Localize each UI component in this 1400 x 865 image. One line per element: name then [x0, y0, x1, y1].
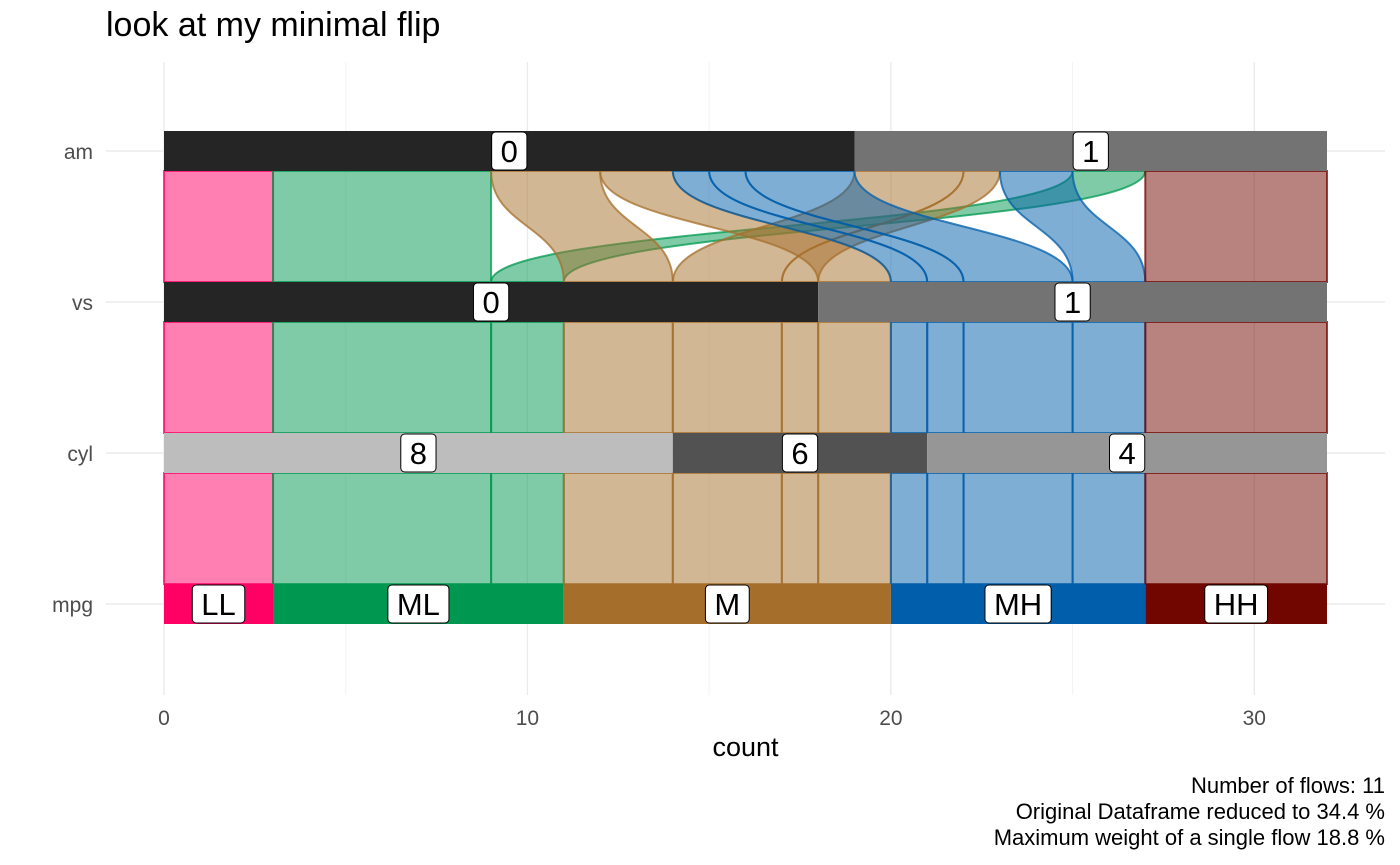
flow-ribbon	[671, 321, 783, 434]
flow-ribbon	[1144, 321, 1329, 434]
stratum-label-box	[191, 584, 246, 624]
flow-ribbon	[490, 321, 565, 434]
stratum-label-text: 0	[482, 285, 499, 320]
caption-flow-count: Number of flows: 11	[1190, 773, 1385, 798]
stratum-label: 1	[1054, 282, 1091, 322]
stratum-label: HH	[1204, 584, 1269, 624]
caption-max-weight: Maximum weight of a single flow 18.8 %	[993, 825, 1385, 850]
flow-ribbon	[272, 170, 493, 283]
stratum-label-text: 6	[791, 436, 808, 471]
flow-ribbon	[817, 321, 892, 434]
stratum-label: 4	[1108, 433, 1146, 473]
flow-ribbon	[962, 472, 1074, 585]
flow-ribbon	[1071, 472, 1147, 585]
flow-ribbon	[926, 321, 965, 434]
flow-ribbon	[962, 321, 1074, 434]
stratum-label-text: LL	[201, 587, 235, 622]
flow-ribbon	[562, 321, 674, 434]
stratum-label: 6	[781, 433, 819, 473]
flow-ribbon	[1144, 472, 1329, 585]
flow-ribbon	[272, 472, 493, 585]
stratum-label-box	[400, 433, 437, 473]
flow-ribbon	[162, 472, 275, 585]
stratum-label-text: 4	[1118, 436, 1135, 471]
stratum-label-box	[984, 584, 1052, 624]
flow-ribbon	[1144, 170, 1329, 283]
flow-ribbon	[889, 472, 929, 585]
flow-ribbon	[780, 321, 820, 434]
stratum-label-text: M	[714, 587, 740, 622]
stratum-label: 0	[491, 131, 528, 171]
flow-ribbon	[817, 472, 892, 585]
stratum-label-text: 0	[501, 134, 518, 169]
stratum-label-box	[387, 584, 450, 624]
flow-layer	[162, 170, 1329, 585]
flow-ribbon	[926, 472, 965, 585]
stratum-label-text: 8	[410, 436, 427, 471]
y-tick-label: vs	[72, 292, 93, 315]
stratum-label: ML	[387, 584, 450, 624]
y-tick-label: mpg	[52, 594, 93, 617]
flow-ribbon	[162, 170, 275, 283]
x-tick-label: 0	[158, 707, 170, 730]
stratum-label: M	[704, 584, 750, 624]
stratum-label: LL	[191, 584, 246, 624]
stratum-label-box	[781, 433, 819, 473]
stratum-label-text: ML	[397, 587, 440, 622]
stratum-label-box	[1072, 131, 1109, 171]
x-tick-label: 10	[516, 707, 539, 730]
stratum-label-layer: 0 1 0 1 8 6 4 LL ML M MH HH	[191, 131, 1269, 624]
flow-ribbon	[671, 472, 783, 585]
x-axis-title: count	[712, 732, 779, 762]
x-tick-label: 30	[1243, 707, 1266, 730]
y-tick-label: am	[64, 141, 93, 164]
stratum-label-box	[1054, 282, 1091, 322]
stratum-label-text: 1	[1082, 134, 1099, 169]
stratum-label-box	[704, 584, 750, 624]
stratum-label-text: 1	[1064, 285, 1081, 320]
stratum-label-box	[1204, 584, 1269, 624]
stratum-label-box	[1108, 433, 1146, 473]
stratum-label: MH	[984, 584, 1052, 624]
stratum-label-box	[472, 282, 510, 322]
flow-ribbon	[562, 472, 674, 585]
flow-ribbon	[889, 321, 929, 434]
stratum-label: 0	[472, 282, 510, 322]
flow-ribbon	[780, 472, 820, 585]
flow-ribbon	[490, 472, 565, 585]
flow-ribbon	[272, 321, 493, 434]
stratum-label: 1	[1072, 131, 1109, 171]
stratum-label-box	[491, 131, 528, 171]
stratum-label-text: HH	[1214, 587, 1259, 622]
stratum-label: 8	[400, 433, 437, 473]
caption-reduction: Original Dataframe reduced to 34.4 %	[1015, 799, 1385, 824]
flow-ribbon	[1071, 321, 1147, 434]
x-tick-label: 20	[879, 707, 902, 730]
stratum-label-text: MH	[994, 587, 1042, 622]
chart-title: look at my minimal flip	[106, 6, 441, 44]
flow-ribbon	[162, 321, 275, 434]
y-tick-label: cyl	[67, 443, 93, 466]
